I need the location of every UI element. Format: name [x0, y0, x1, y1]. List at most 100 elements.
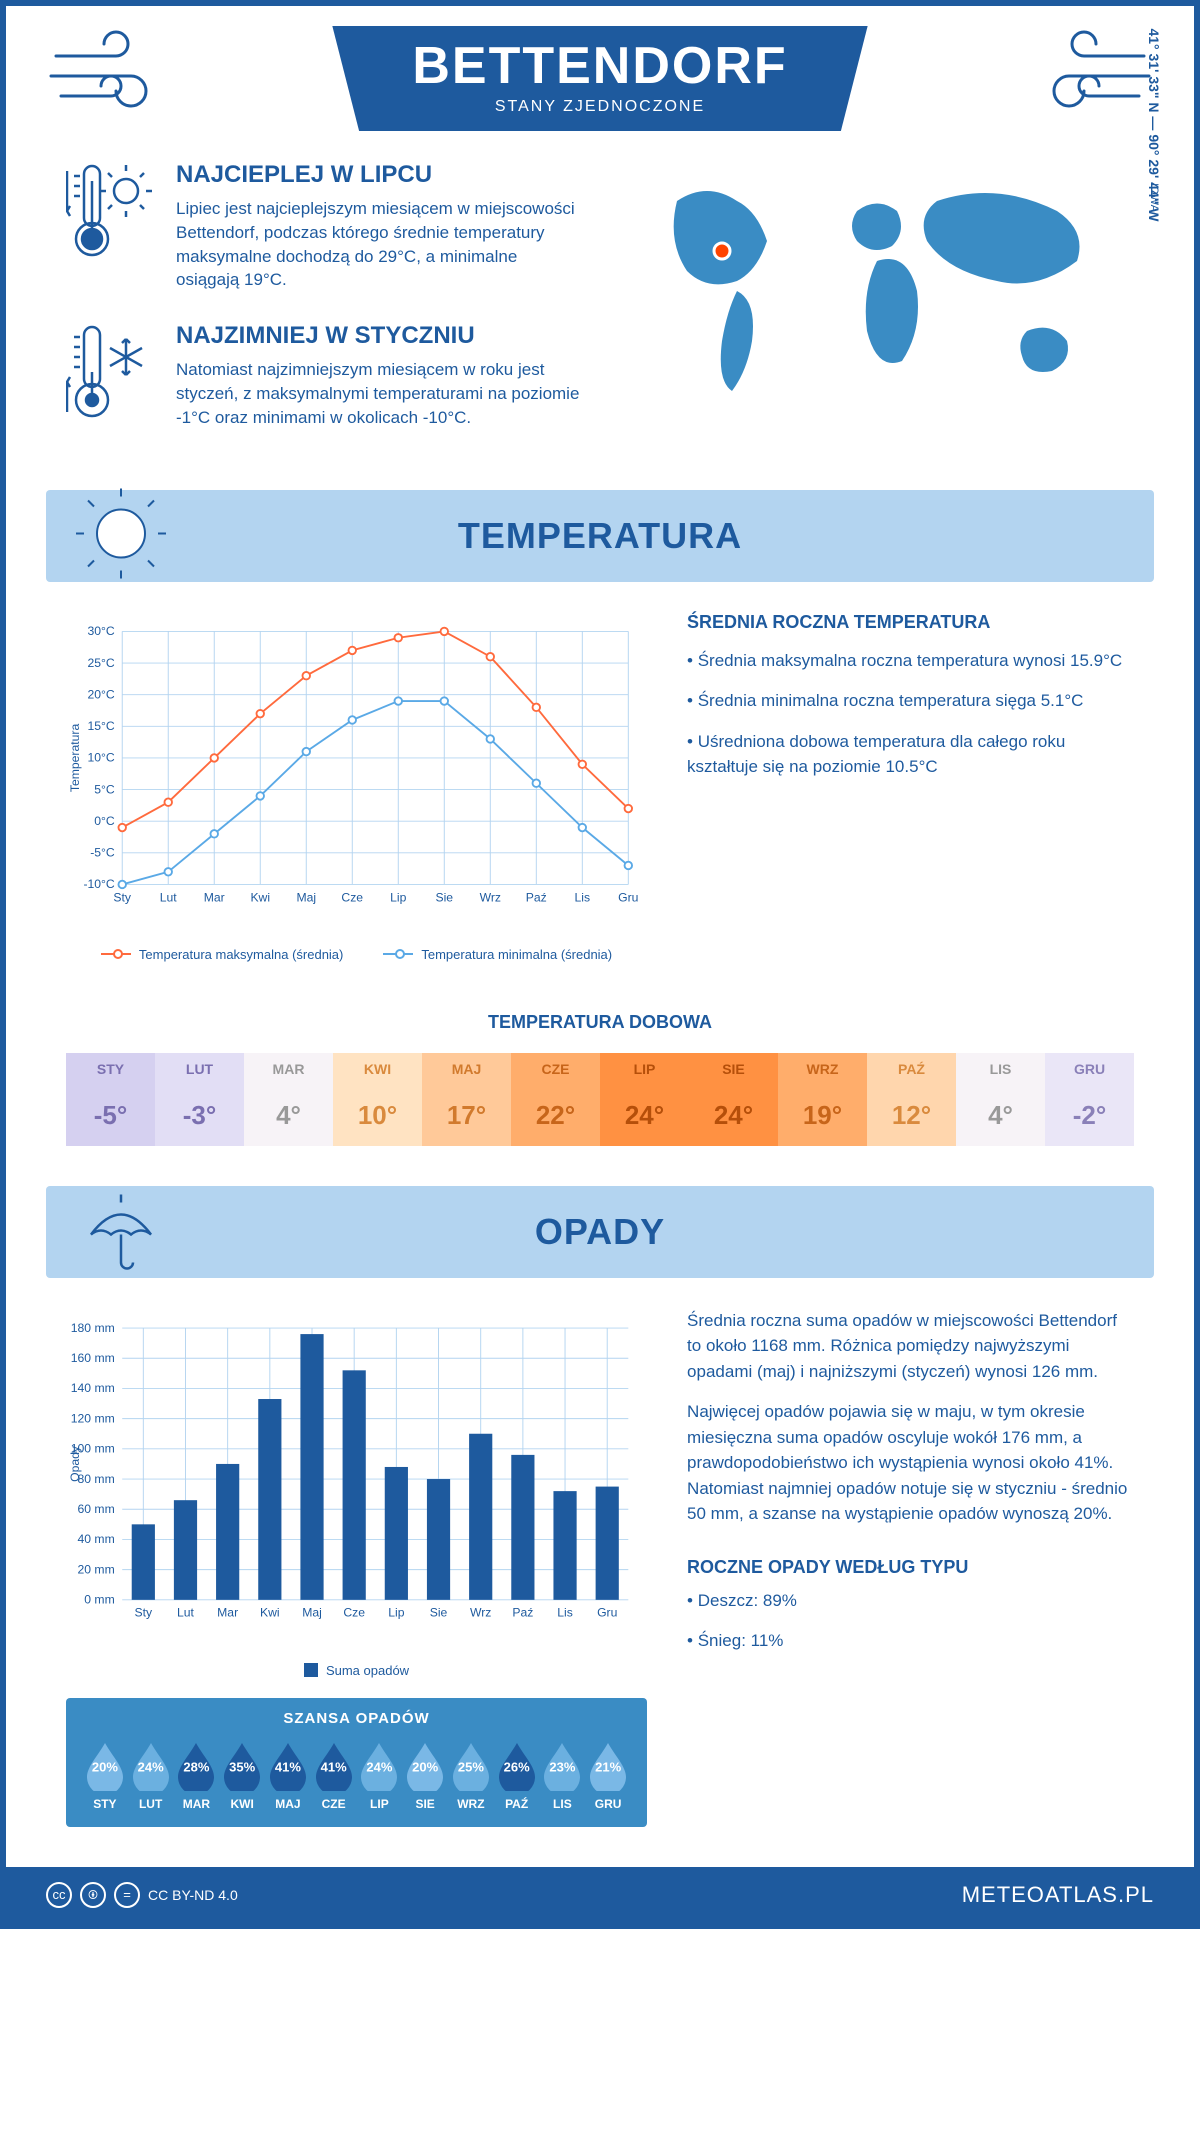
- footer-brand: METEOATLAS.PL: [962, 1882, 1154, 1908]
- precipitation-chance-panel: SZANSA OPADÓW 20%STY24%LUT28%MAR35%KWI41…: [66, 1698, 647, 1827]
- chance-drop: 24%LIP: [357, 1739, 403, 1811]
- svg-text:80 mm: 80 mm: [78, 1471, 115, 1485]
- svg-text:Maj: Maj: [302, 1605, 322, 1619]
- daily-temp-table: STY-5°LUT-3°MAR4°KWI10°MAJ17°CZE22°LIP24…: [66, 1053, 1134, 1146]
- svg-text:Sty: Sty: [135, 1605, 154, 1619]
- precipitation-section-header: OPADY: [46, 1186, 1154, 1278]
- daily-temp-cell: CZE22°: [511, 1053, 600, 1146]
- svg-text:0 mm: 0 mm: [84, 1592, 114, 1606]
- svg-text:Lut: Lut: [177, 1605, 195, 1619]
- svg-text:0°C: 0°C: [94, 814, 115, 828]
- precip-para-2: Najwięcej opadów pojawia się w maju, w t…: [687, 1399, 1134, 1527]
- wind-icon-right: [1014, 26, 1154, 131]
- precip-type-heading: ROCZNE OPADY WEDŁUG TYPU: [687, 1557, 1134, 1578]
- svg-text:Gru: Gru: [618, 890, 638, 904]
- daily-temp-cell: KWI10°: [333, 1053, 422, 1146]
- daily-temp-cell: SIE24°: [689, 1053, 778, 1146]
- svg-text:Lut: Lut: [160, 890, 178, 904]
- svg-text:Lis: Lis: [575, 890, 591, 904]
- svg-text:Wrz: Wrz: [470, 1605, 491, 1619]
- svg-text:20 mm: 20 mm: [78, 1562, 115, 1576]
- cc-icon: cc: [46, 1882, 72, 1908]
- svg-text:160 mm: 160 mm: [71, 1351, 115, 1365]
- svg-text:140 mm: 140 mm: [71, 1381, 115, 1395]
- thermometer-hot-icon: [66, 161, 156, 292]
- svg-text:Maj: Maj: [296, 890, 316, 904]
- temperature-legend: .legend-swatch[style*='#ff6a3d']::after{…: [66, 947, 647, 962]
- hottest-text: Lipiec jest najcieplejszym miesiącem w m…: [176, 197, 580, 292]
- daily-temp-cell: MAR4°: [244, 1053, 333, 1146]
- hottest-fact: NAJCIEPLEJ W LIPCU Lipiec jest najcieple…: [66, 161, 580, 292]
- svg-text:Cze: Cze: [343, 1605, 365, 1619]
- svg-text:Wrz: Wrz: [480, 890, 501, 904]
- svg-text:Sie: Sie: [435, 890, 453, 904]
- svg-text:Paź: Paź: [526, 890, 547, 904]
- svg-text:5°C: 5°C: [94, 782, 115, 796]
- svg-text:Sty: Sty: [113, 890, 132, 904]
- temperature-title: TEMPERATURA: [46, 515, 1154, 557]
- svg-text:180 mm: 180 mm: [71, 1320, 115, 1334]
- precipitation-bar-chart: 0 mm20 mm40 mm60 mm80 mm100 mm120 mm140 …: [66, 1308, 647, 1648]
- svg-text:Mar: Mar: [217, 1605, 238, 1619]
- chance-drop: 41%MAJ: [265, 1739, 311, 1811]
- daily-temp-cell: LUT-3°: [155, 1053, 244, 1146]
- svg-text:Cze: Cze: [341, 890, 363, 904]
- intro-section: NAJCIEPLEJ W LIPCU Lipiec jest najcieple…: [6, 131, 1194, 490]
- svg-text:Mar: Mar: [204, 890, 225, 904]
- svg-text:Sie: Sie: [430, 1605, 448, 1619]
- coordinates: 41° 31' 33" N — 90° 29' 44" W: [1146, 29, 1162, 222]
- chance-drop: 23%LIS: [540, 1739, 586, 1811]
- footer: cc 🅯 = CC BY-ND 4.0 METEOATLAS.PL: [6, 1867, 1194, 1923]
- nd-icon: =: [114, 1882, 140, 1908]
- temperature-section-header: TEMPERATURA: [46, 490, 1154, 582]
- svg-text:-10°C: -10°C: [83, 877, 114, 891]
- chance-drop: 21%GRU: [585, 1739, 631, 1811]
- daily-temp-cell: GRU-2°: [1045, 1053, 1134, 1146]
- country-subtitle: STANY ZJEDNOCZONE: [412, 98, 787, 116]
- chance-drop: 20%STY: [82, 1739, 128, 1811]
- svg-text:Lip: Lip: [388, 1605, 404, 1619]
- coldest-fact: NAJZIMNIEJ W STYCZNIU Natomiast najzimni…: [66, 322, 580, 429]
- svg-text:Lis: Lis: [557, 1605, 573, 1619]
- license-badges: cc 🅯 = CC BY-ND 4.0: [46, 1882, 238, 1908]
- daily-temp-cell: LIP24°: [600, 1053, 689, 1146]
- coldest-text: Natomiast najzimniejszym miesiącem w rok…: [176, 358, 580, 429]
- precipitation-legend: Suma opadów: [66, 1663, 647, 1678]
- temperature-line-chart: -10°C-5°C0°C5°C10°C15°C20°C25°C30°CStyLu…: [66, 612, 647, 932]
- title-banner: BETTENDORF STANY ZJEDNOCZONE: [332, 26, 867, 131]
- svg-text:Paź: Paź: [512, 1605, 533, 1619]
- svg-text:Gru: Gru: [597, 1605, 617, 1619]
- precip-type-item: • Deszcz: 89%: [687, 1588, 1134, 1614]
- daily-temp-cell: MAJ17°: [422, 1053, 511, 1146]
- svg-text:-5°C: -5°C: [90, 845, 115, 859]
- license-text: CC BY-ND 4.0: [148, 1887, 238, 1903]
- chance-heading: SZANSA OPADÓW: [82, 1710, 631, 1727]
- chance-drop: 24%LUT: [128, 1739, 174, 1811]
- svg-text:20°C: 20°C: [88, 687, 115, 701]
- precipitation-title: OPADY: [46, 1211, 1154, 1253]
- sun-icon: [76, 488, 166, 583]
- hottest-heading: NAJCIEPLEJ W LIPCU: [176, 161, 580, 189]
- svg-text:25°C: 25°C: [88, 655, 115, 669]
- city-title: BETTENDORF: [412, 36, 787, 96]
- daily-temp-cell: LIS4°: [956, 1053, 1045, 1146]
- chance-drop: 28%MAR: [174, 1739, 220, 1811]
- chance-drop: 35%KWI: [219, 1739, 265, 1811]
- legend-item: .legend-swatch[style*='#ff6a3d']::after{…: [101, 947, 343, 962]
- temp-bullet: • Średnia maksymalna roczna temperatura …: [687, 648, 1134, 674]
- header: BETTENDORF STANY ZJEDNOCZONE: [6, 6, 1194, 131]
- world-map: [620, 161, 1134, 421]
- svg-text:Temperatura: Temperatura: [68, 723, 82, 792]
- svg-text:15°C: 15°C: [88, 719, 115, 733]
- svg-text:Lip: Lip: [390, 890, 406, 904]
- chance-drop: 26%PAŹ: [494, 1739, 540, 1811]
- wind-icon-left: [46, 26, 186, 131]
- svg-text:Opady: Opady: [68, 1445, 82, 1482]
- svg-text:Kwi: Kwi: [250, 890, 270, 904]
- svg-text:10°C: 10°C: [88, 750, 115, 764]
- daily-temp-cell: PAŹ12°: [867, 1053, 956, 1146]
- precip-para-1: Średnia roczna suma opadów w miejscowośc…: [687, 1308, 1134, 1385]
- by-icon: 🅯: [80, 1882, 106, 1908]
- precip-legend-label: Suma opadów: [326, 1663, 409, 1678]
- umbrella-icon: [76, 1184, 166, 1279]
